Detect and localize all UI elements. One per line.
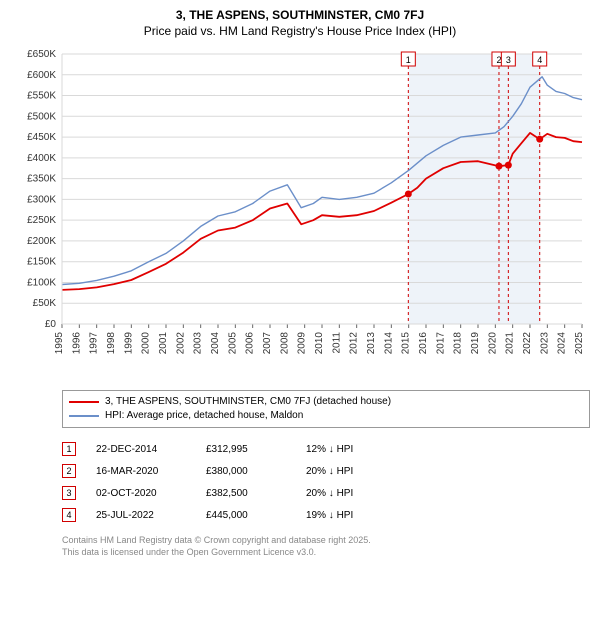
svg-text:2006: 2006	[245, 332, 256, 355]
svg-text:£100K: £100K	[27, 277, 56, 288]
transaction-price: £382,500	[206, 488, 286, 499]
svg-text:2020: 2020	[487, 332, 498, 355]
svg-text:1: 1	[406, 55, 411, 65]
svg-text:1999: 1999	[123, 332, 134, 355]
svg-text:2011: 2011	[331, 332, 342, 354]
transaction-delta: 20% ↓ HPI	[306, 488, 386, 499]
transaction-marker: 4	[62, 508, 76, 522]
svg-text:1997: 1997	[89, 332, 100, 355]
chart-area: £0 £50K £100K £150K £200K £250K £300K £350K £400…	[10, 44, 590, 384]
svg-text:4: 4	[537, 55, 542, 65]
svg-text:2004: 2004	[210, 332, 221, 355]
transaction-row: 1 22-DEC-2014 £312,995 12% ↓ HPI	[62, 438, 590, 460]
svg-text:£250K: £250K	[27, 215, 56, 226]
svg-text:2013: 2013	[366, 332, 377, 355]
svg-text:2012: 2012	[349, 332, 360, 355]
svg-text:2010: 2010	[314, 332, 325, 355]
svg-text:2025: 2025	[574, 332, 585, 355]
svg-text:£0: £0	[45, 319, 57, 330]
legend-row: HPI: Average price, detached house, Mald…	[69, 409, 583, 423]
svg-text:2018: 2018	[453, 332, 464, 355]
transaction-price: £312,995	[206, 444, 286, 455]
footer-line1: Contains HM Land Registry data © Crown c…	[62, 534, 590, 546]
svg-text:£550K: £550K	[27, 91, 56, 102]
transaction-date: 02-OCT-2020	[96, 488, 186, 499]
svg-text:£500K: £500K	[27, 111, 56, 122]
transaction-marker: 1	[62, 442, 76, 456]
svg-text:2015: 2015	[401, 332, 412, 355]
svg-text:2000: 2000	[141, 332, 152, 355]
svg-text:£450K: £450K	[27, 132, 56, 143]
svg-text:2021: 2021	[505, 332, 516, 355]
svg-text:2001: 2001	[158, 332, 169, 355]
transaction-price: £445,000	[206, 510, 286, 521]
svg-text:2009: 2009	[297, 332, 308, 355]
svg-text:£350K: £350K	[27, 174, 56, 185]
svg-text:2002: 2002	[175, 332, 186, 355]
svg-text:£600K: £600K	[27, 70, 56, 81]
svg-text:£400K: £400K	[27, 153, 56, 164]
svg-text:£300K: £300K	[27, 194, 56, 205]
svg-text:2017: 2017	[435, 332, 446, 355]
svg-text:2024: 2024	[557, 332, 568, 355]
legend-label: HPI: Average price, detached house, Mald…	[105, 409, 303, 423]
svg-text:2022: 2022	[522, 332, 533, 355]
transaction-row: 3 02-OCT-2020 £382,500 20% ↓ HPI	[62, 482, 590, 504]
svg-text:2008: 2008	[279, 332, 290, 355]
svg-text:1995: 1995	[54, 332, 65, 355]
title-address: 3, THE ASPENS, SOUTHMINSTER, CM0 7FJ	[10, 8, 590, 22]
transaction-row: 2 16-MAR-2020 £380,000 20% ↓ HPI	[62, 460, 590, 482]
svg-text:2005: 2005	[227, 332, 238, 355]
legend: 3, THE ASPENS, SOUTHMINSTER, CM0 7FJ (de…	[62, 390, 590, 428]
svg-text:£150K: £150K	[27, 257, 56, 268]
transaction-date: 25-JUL-2022	[96, 510, 186, 521]
svg-text:2007: 2007	[262, 332, 273, 355]
legend-swatch	[69, 401, 99, 403]
svg-text:£650K: £650K	[27, 49, 56, 60]
svg-text:2: 2	[496, 55, 501, 65]
chart-container: 3, THE ASPENS, SOUTHMINSTER, CM0 7FJ Pri…	[0, 0, 600, 620]
svg-text:3: 3	[506, 55, 511, 65]
title-subtitle: Price paid vs. HM Land Registry's House …	[10, 24, 590, 38]
svg-text:1998: 1998	[106, 332, 117, 355]
legend-swatch	[69, 415, 99, 416]
svg-text:2019: 2019	[470, 332, 481, 355]
transaction-marker: 3	[62, 486, 76, 500]
legend-label: 3, THE ASPENS, SOUTHMINSTER, CM0 7FJ (de…	[105, 395, 391, 409]
transaction-price: £380,000	[206, 466, 286, 477]
svg-text:2014: 2014	[383, 332, 394, 355]
transaction-delta: 12% ↓ HPI	[306, 444, 386, 455]
transaction-delta: 19% ↓ HPI	[306, 510, 386, 521]
svg-text:2003: 2003	[193, 332, 204, 355]
svg-text:2016: 2016	[418, 332, 429, 355]
price-chart: £0 £50K £100K £150K £200K £250K £300K £350K £400…	[10, 44, 590, 384]
svg-text:£50K: £50K	[33, 298, 57, 309]
transaction-date: 22-DEC-2014	[96, 444, 186, 455]
chart-titles: 3, THE ASPENS, SOUTHMINSTER, CM0 7FJ Pri…	[10, 8, 590, 38]
transaction-marker: 2	[62, 464, 76, 478]
footer-attrib: Contains HM Land Registry data © Crown c…	[62, 534, 590, 558]
transactions-table: 1 22-DEC-2014 £312,995 12% ↓ HPI 2 16-MAR-202…	[62, 438, 590, 526]
svg-text:2023: 2023	[539, 332, 550, 355]
svg-text:£200K: £200K	[27, 236, 56, 247]
svg-text:1996: 1996	[71, 332, 82, 355]
transaction-row: 4 25-JUL-2022 £445,000 19% ↓ HPI	[62, 504, 590, 526]
transaction-delta: 20% ↓ HPI	[306, 466, 386, 477]
footer-line2: This data is licensed under the Open Gov…	[62, 546, 590, 558]
transaction-date: 16-MAR-2020	[96, 466, 186, 477]
legend-row: 3, THE ASPENS, SOUTHMINSTER, CM0 7FJ (de…	[69, 395, 583, 409]
